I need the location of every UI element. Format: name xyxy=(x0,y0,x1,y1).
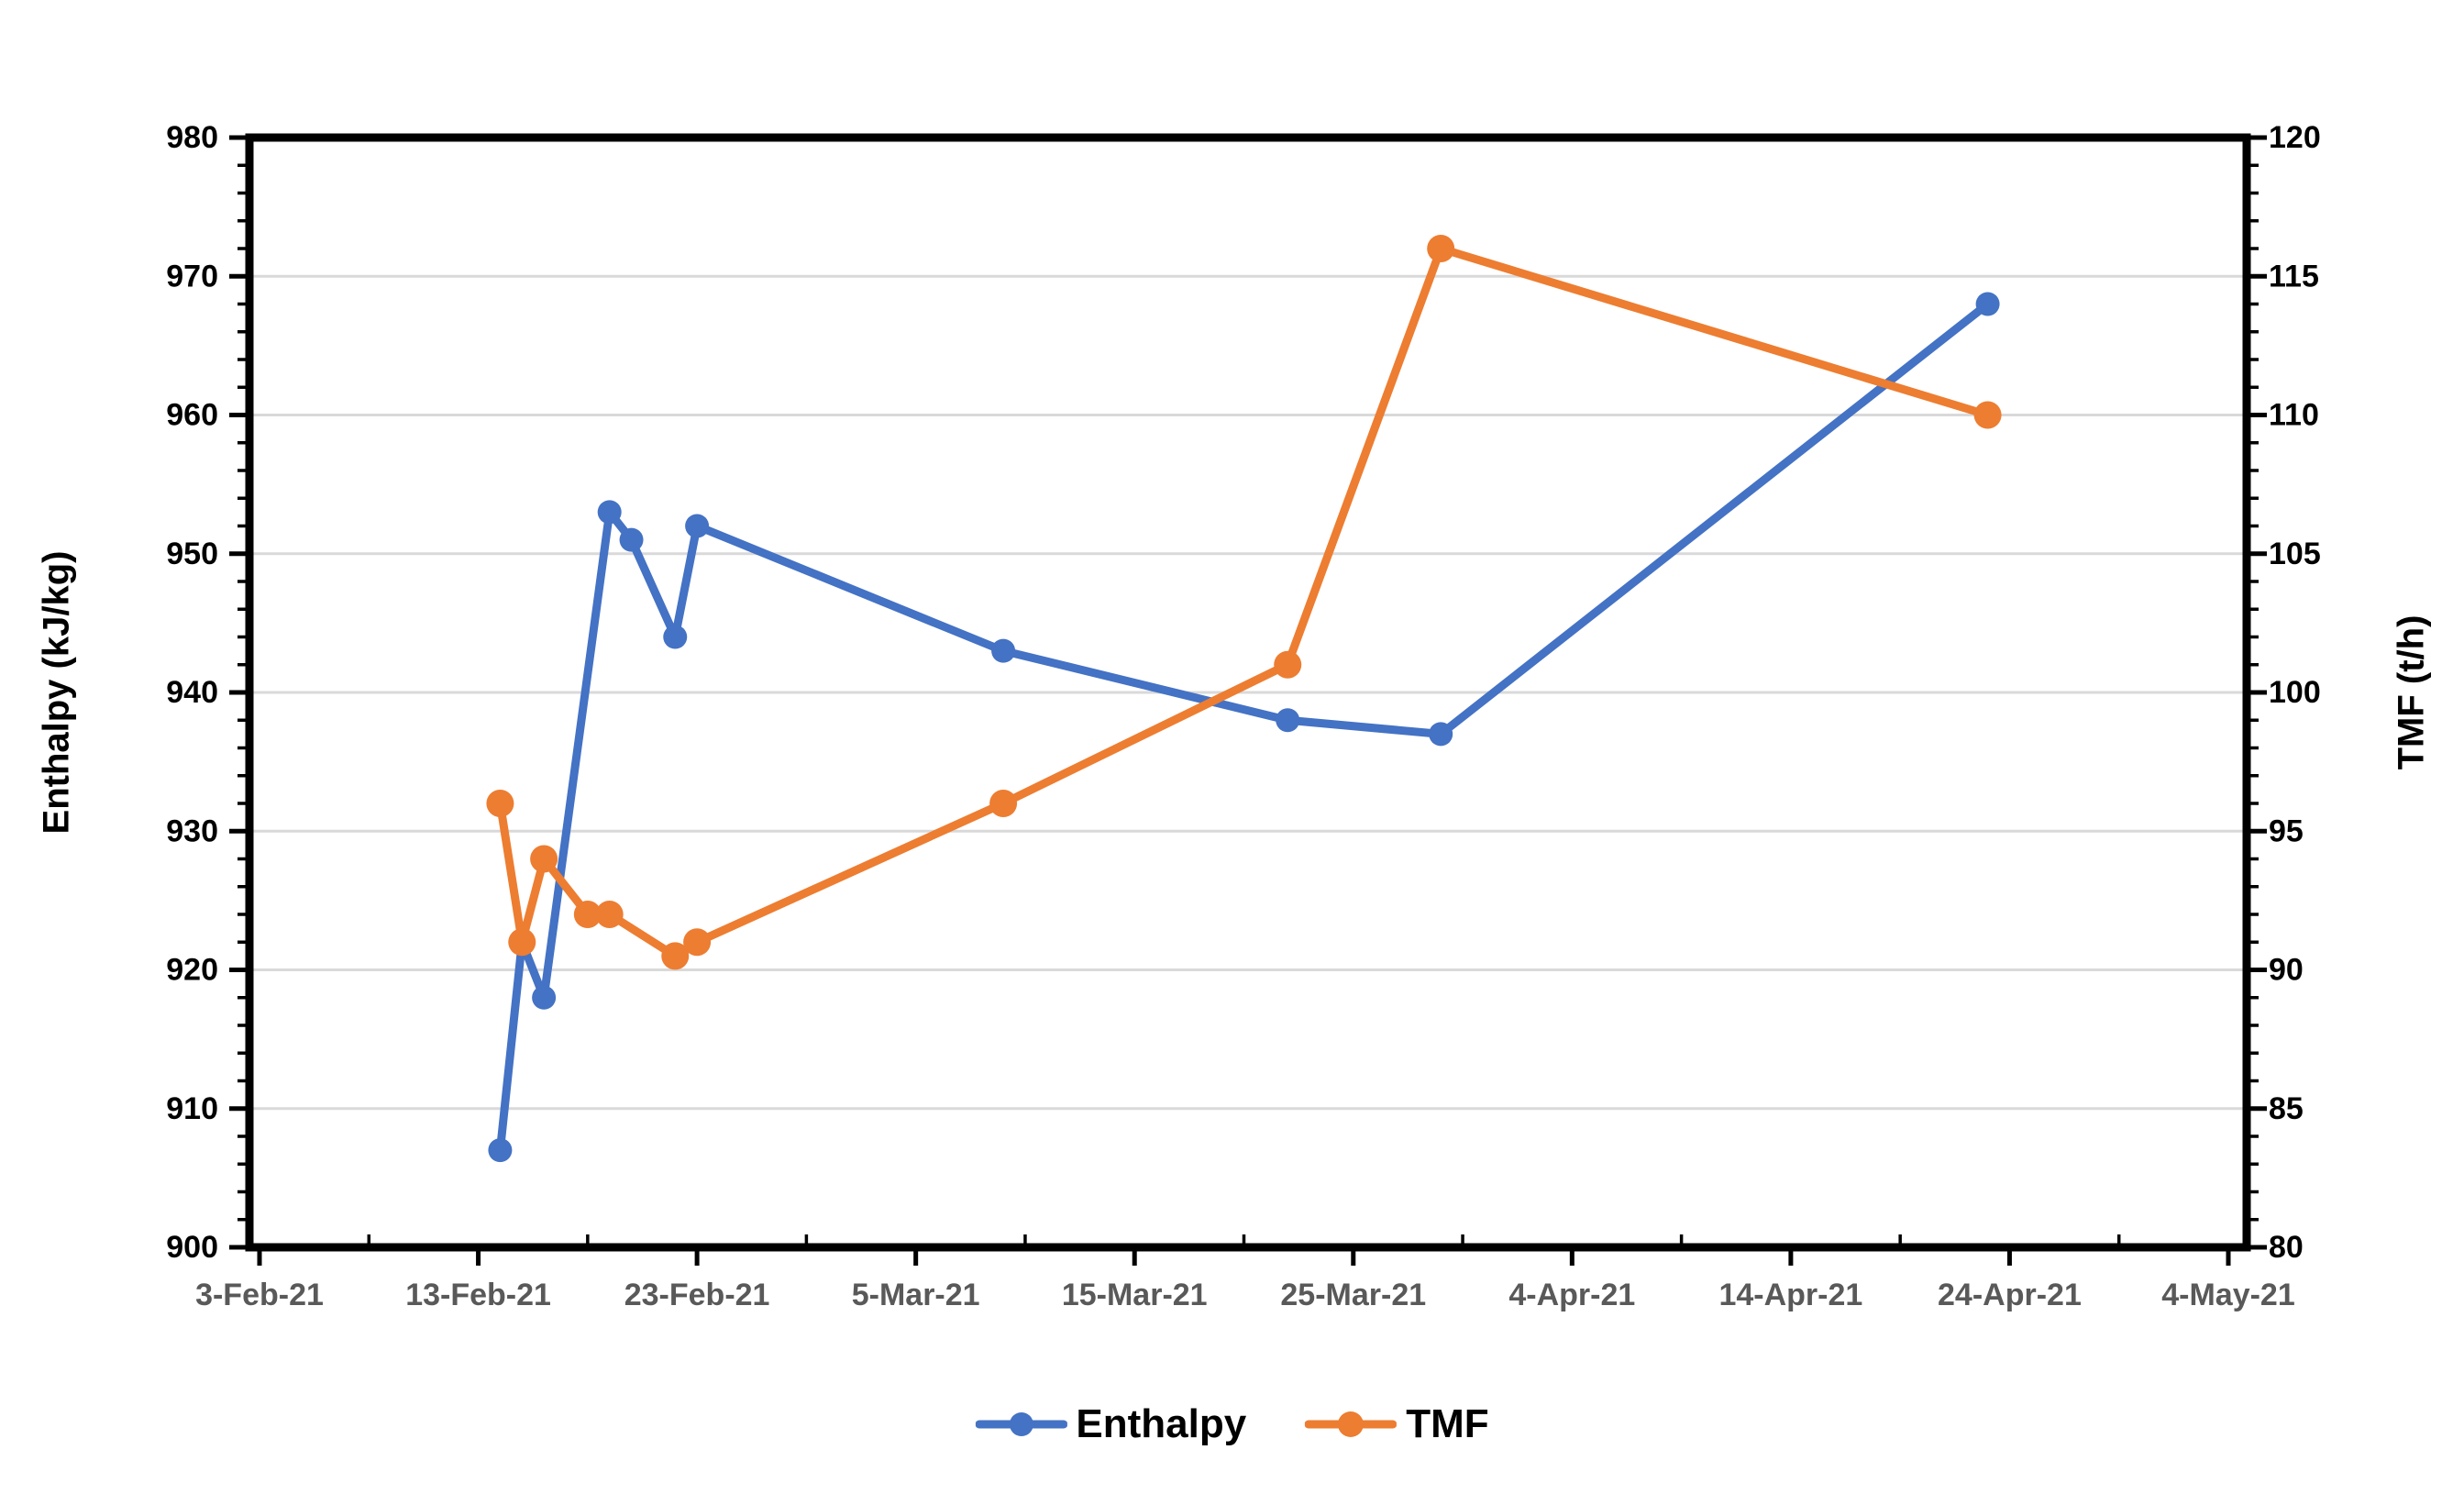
y-right-tick-label: 90 xyxy=(2269,953,2304,988)
y-left-tick-label: 980 xyxy=(166,120,218,155)
enthalpy-marker xyxy=(1429,722,1453,747)
enthalpy-marker xyxy=(532,985,557,1010)
y-left-tick-label: 900 xyxy=(166,1230,218,1265)
tmf-line xyxy=(495,244,1993,960)
x-tick-label: 24-Apr-21 xyxy=(1938,1278,2082,1312)
legend-item-tmf: TMF xyxy=(1305,1401,1489,1447)
y-right-tick-label: 105 xyxy=(2269,537,2321,571)
tmf-marker xyxy=(1973,401,2002,429)
enthalpy-marker xyxy=(488,1138,513,1163)
tmf-marker xyxy=(595,901,624,928)
tmf-marker xyxy=(508,928,536,957)
enthalpy-line xyxy=(495,300,1993,1155)
x-tick-label: 25-Mar-21 xyxy=(1280,1278,1426,1312)
y-left-tick-label: 930 xyxy=(166,813,218,848)
tmf-marker xyxy=(486,790,514,817)
enthalpy-marker xyxy=(619,527,644,552)
y-left-tick-label: 910 xyxy=(166,1091,218,1126)
legend: Enthalpy TMF xyxy=(975,1401,1489,1447)
enthalpy-marker xyxy=(1975,292,2000,316)
y-right-tick-label: 95 xyxy=(2269,813,2304,848)
tmf-marker xyxy=(989,790,1018,817)
legend-label-enthalpy: Enthalpy xyxy=(1076,1401,1247,1446)
left-axis-title: Enthalpy (kJ/kg) xyxy=(36,550,77,835)
y-left-tick-label: 950 xyxy=(166,537,218,571)
x-tick-label: 14-Apr-21 xyxy=(1718,1278,1862,1312)
tmf-marker xyxy=(1427,235,1455,262)
right-axis-title: TMF (t/h) xyxy=(2391,614,2432,770)
enthalpy-marker xyxy=(1276,708,1300,733)
y-left-tick-label: 960 xyxy=(166,398,218,433)
y-right-tick-label: 80 xyxy=(2269,1230,2304,1265)
x-tick-label: 23-Feb-21 xyxy=(624,1278,770,1312)
y-left-tick-label: 920 xyxy=(166,953,218,988)
legend-item-enthalpy: Enthalpy xyxy=(975,1401,1246,1447)
enthalpy-marker xyxy=(597,500,622,525)
tmf-legend-sample-icon xyxy=(1305,1411,1398,1437)
tmf-marker xyxy=(530,845,558,873)
enthalpy-marker xyxy=(991,638,1016,663)
enthalpy-marker xyxy=(663,625,688,649)
x-tick-label: 13-Feb-21 xyxy=(405,1278,551,1312)
tmf-marker xyxy=(661,942,690,970)
tmf-marker xyxy=(573,901,602,928)
x-tick-label: 15-Mar-21 xyxy=(1062,1278,1208,1312)
x-tick-label: 4-Apr-21 xyxy=(1508,1278,1635,1312)
y-right-tick-label: 85 xyxy=(2269,1091,2304,1126)
y-right-tick-label: 100 xyxy=(2269,675,2321,710)
y-right-tick-label: 120 xyxy=(2269,120,2321,155)
legend-label-tmf: TMF xyxy=(1406,1401,1489,1446)
enthalpy-legend-sample-icon xyxy=(975,1412,1067,1436)
y-right-tick-label: 115 xyxy=(2269,259,2319,293)
x-tick-label: 5-Mar-21 xyxy=(852,1278,980,1312)
y-left-tick-label: 970 xyxy=(166,259,218,293)
x-tick-label: 4-May-21 xyxy=(2161,1278,2295,1312)
enthalpy-marker xyxy=(685,514,710,538)
y-right-tick-label: 110 xyxy=(2269,398,2319,433)
tmf-marker xyxy=(683,928,712,957)
y-left-tick-label: 940 xyxy=(166,675,218,710)
tmf-marker xyxy=(1274,650,1302,679)
x-tick-label: 3-Feb-21 xyxy=(195,1278,324,1312)
